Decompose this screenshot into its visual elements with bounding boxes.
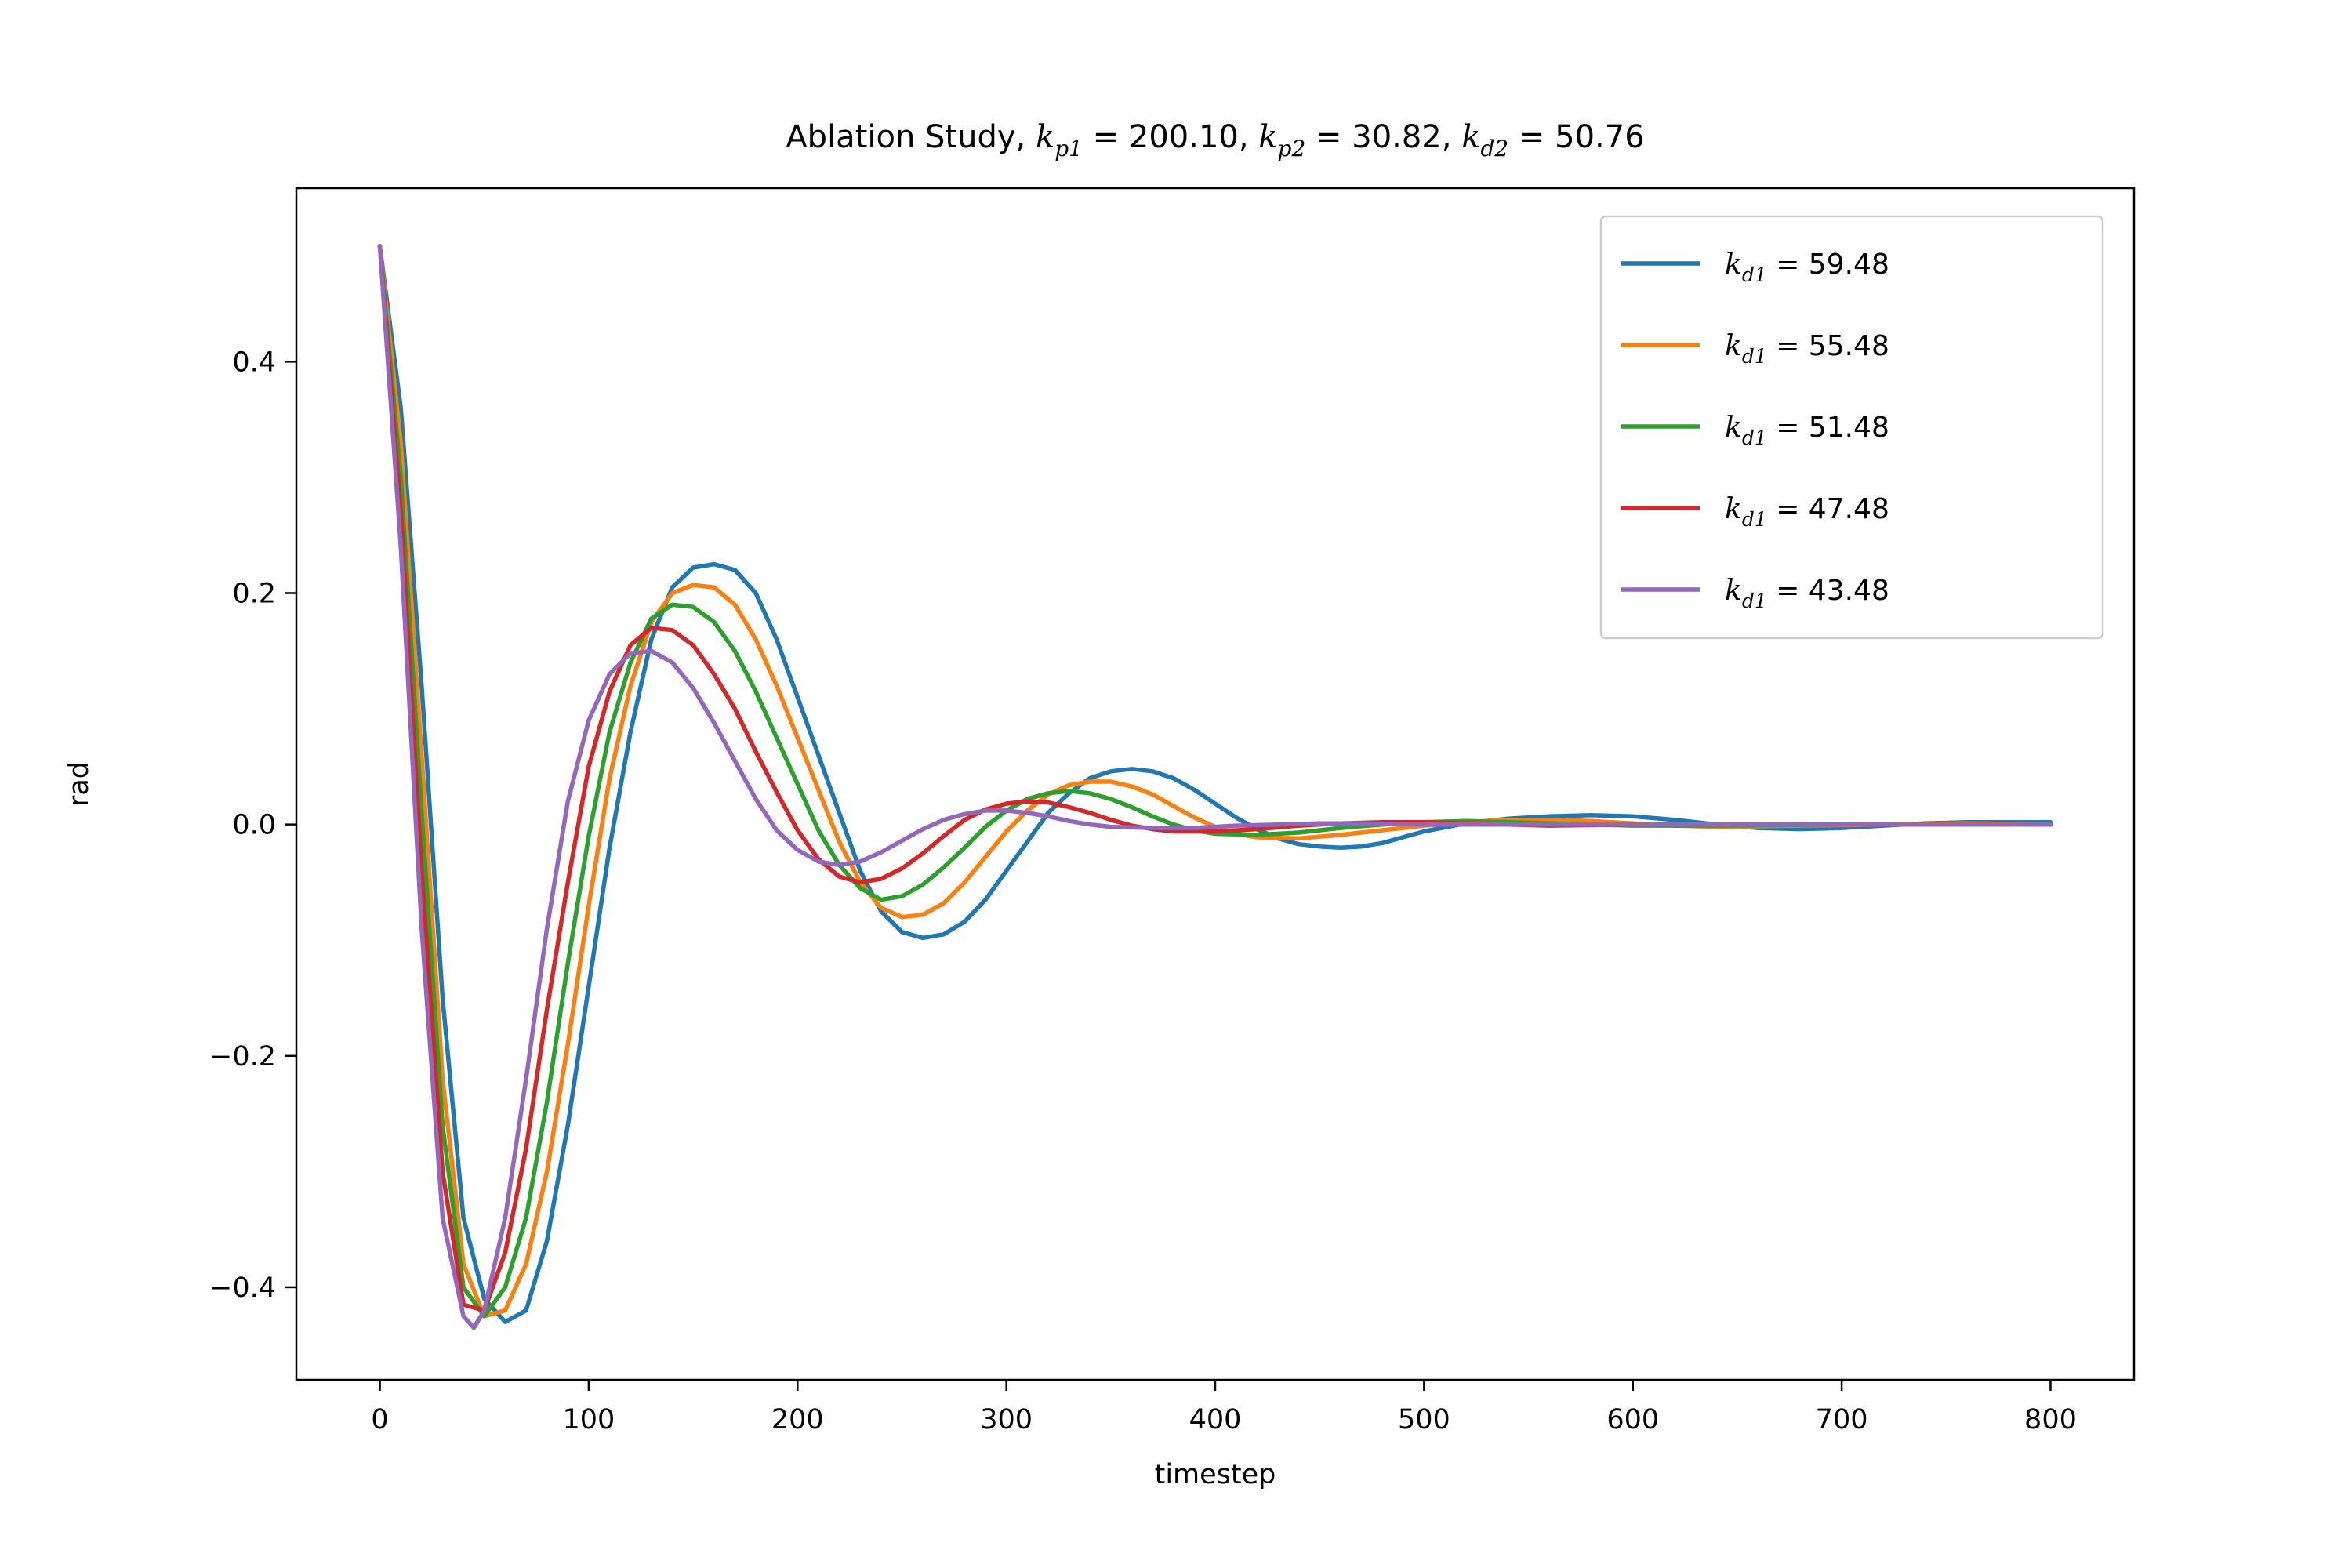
legend-label: kd1 = 59.48: [1725, 249, 1889, 286]
x-axis-label: timestep: [1155, 1459, 1276, 1490]
x-axis: 0 100 200 300 400 500 600 700 800: [371, 1380, 2077, 1436]
legend-label: kd1 = 51.48: [1725, 412, 1889, 449]
plot-lines: [377, 244, 2053, 1330]
legend-box: [1599, 215, 2104, 640]
x-tick-label: 700: [1816, 1404, 1868, 1436]
y-tick-label: 0.2: [232, 579, 276, 610]
x-tick-label: 800: [2024, 1404, 2077, 1436]
x-tick-label: 300: [980, 1404, 1033, 1436]
x-tick-label: 200: [771, 1404, 824, 1436]
legend: kd1 = 59.48 kd1 = 55.48 kd1 = 51.48 kd1 = 4…: [1599, 215, 2104, 640]
y-tick-label: 0.0: [232, 810, 276, 841]
y-tick-label: −0.2: [209, 1041, 276, 1073]
y-tick-label: −0.4: [209, 1272, 276, 1304]
x-tick-label: 600: [1606, 1404, 1659, 1436]
legend-label: kd1 = 47.48: [1725, 493, 1889, 531]
y-tick-label: 0.4: [232, 347, 276, 378]
legend-label: kd1 = 43.48: [1725, 575, 1889, 612]
x-tick-label: 100: [563, 1404, 615, 1436]
y-axis-label: rad: [64, 761, 95, 807]
y-axis: −0.4 −0.2 0.0 0.2 0.4: [209, 347, 296, 1304]
chart-title: Ablation Study, kp1 = 200.10, kp2 = 30.8…: [786, 119, 1644, 162]
x-tick-label: 500: [1398, 1404, 1450, 1436]
x-tick-label: 0: [371, 1404, 388, 1436]
legend-label: kd1 = 55.48: [1725, 330, 1889, 368]
series-line-4: [377, 244, 2053, 1330]
x-tick-label: 400: [1189, 1404, 1242, 1436]
